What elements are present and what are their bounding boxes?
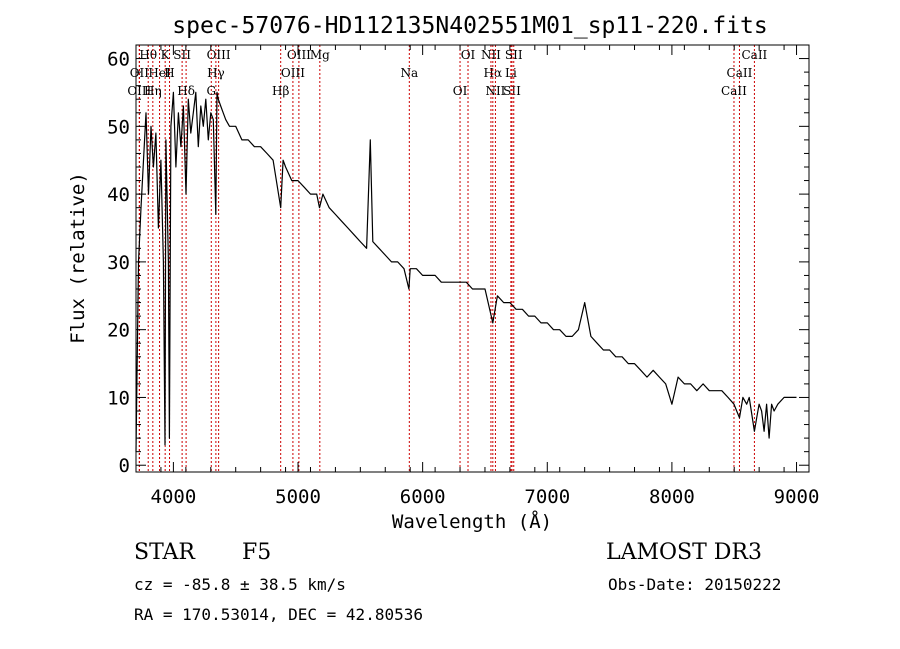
spectral-line-label: CaII <box>727 66 753 80</box>
spectral-line-label: K <box>161 48 171 62</box>
spectral-line-label: OIII <box>287 48 311 62</box>
x-tick-label: 4000 <box>151 486 197 508</box>
spectral-line-label: CaII <box>741 48 767 62</box>
x-tick-label: 7000 <box>524 486 570 508</box>
y-tick-label: 40 <box>107 184 130 206</box>
spectral-line-label: HeI <box>148 66 171 80</box>
spectral-line-label: SII <box>173 48 191 62</box>
coordinates: RA = 170.53014, DEC = 42.80536 <box>134 605 423 624</box>
spectral-line-label: G <box>206 84 216 98</box>
redshift-text: cz = -85.8 ± 38.5 km/s <box>134 575 346 594</box>
spectral-line-label: OIII <box>281 66 305 80</box>
spectral-line-label: SII <box>503 84 521 98</box>
spectral-line-label: Hθ <box>139 48 157 62</box>
y-tick-label: 0 <box>119 455 130 477</box>
spectral-line-label: OIII <box>127 84 151 98</box>
axes-layer: 4000 5000 6000 7000 8000 9000 0 10 20 30 40 50 60 <box>107 44 820 508</box>
spectral-lines-layer: HθOIIOIIIKHeIHηSIIHHδOIIIHγGOIIIOIIIHβMg… <box>127 45 768 472</box>
obs-date: Obs-Date: 20150222 <box>608 575 781 594</box>
y-tick-label: 20 <box>107 320 130 342</box>
x-tick-label: 9000 <box>774 486 820 508</box>
spectral-line-label: OI <box>461 48 476 62</box>
plot-frame <box>135 44 810 473</box>
x-tick-label: 6000 <box>400 486 446 508</box>
spectral-line-label: OIII <box>207 48 231 62</box>
spectral-line-label: NII <box>481 48 501 62</box>
object-class: STAR <box>134 540 196 565</box>
spectral-line-label: H <box>164 66 174 80</box>
survey-label: LAMOST DR3 <box>606 540 762 565</box>
x-axis-label: Wavelength (Å) <box>392 510 552 533</box>
y-tick-label: 60 <box>107 49 130 71</box>
spectral-line-label: Na <box>400 66 418 80</box>
spectral-line-label: NII <box>485 84 505 98</box>
spectrum-series-line <box>135 91 797 452</box>
series-layer <box>135 91 797 452</box>
spectral-line-label: CaII <box>721 84 747 98</box>
y-tick-label: 10 <box>107 387 130 409</box>
y-axis-label: Flux (relative) <box>67 172 89 344</box>
y-tick-label: 30 <box>107 252 130 274</box>
spectral-line-label: SII <box>505 48 523 62</box>
spectral-line-label: Hδ <box>177 84 195 98</box>
y-tick-label: 50 <box>107 116 130 138</box>
chart-title: spec-57076-HD112135N402551M01_sp11-220.f… <box>172 13 767 39</box>
spectral-line-label: Hγ <box>207 66 225 80</box>
object-subclass: F5 <box>242 540 271 565</box>
x-tick-label: 5000 <box>275 486 321 508</box>
spectral-line-label: OI <box>453 84 468 98</box>
spectral-line-label: Mg <box>310 48 330 62</box>
spectral-line-label: Hη <box>144 84 162 98</box>
spectral-line-label: Hα <box>484 66 503 80</box>
spectral-line-label: Li <box>505 66 517 80</box>
spectral-line-label: Hβ <box>272 84 289 98</box>
x-tick-label: 8000 <box>649 486 695 508</box>
